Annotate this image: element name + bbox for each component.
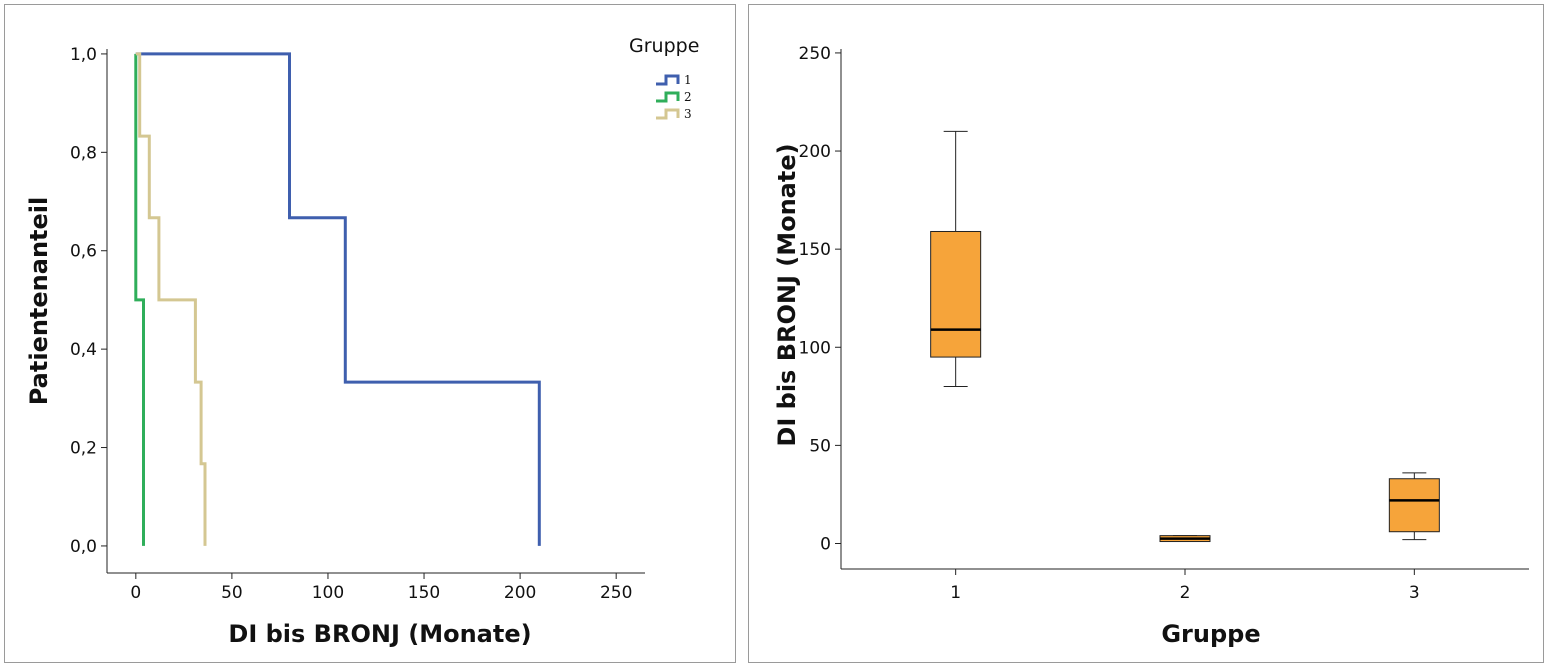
survival-x-tick-label: 250 [600, 583, 632, 603]
boxplot-x-tick-label: 2 [1180, 583, 1191, 603]
survival-y-tick-label: 0,8 [70, 143, 97, 163]
legend-label-2: 2 [684, 90, 692, 104]
boxplot-group-1 [930, 130, 982, 388]
boxplot-panel: 0 50 100 150 200 250 1 2 3 DI bis BRONJ (Monate)… [748, 4, 1544, 663]
survival-y-tick-label: 0,2 [70, 439, 97, 459]
survival-chart-series [134, 52, 541, 546]
boxplot-x-tick-label: 1 [950, 583, 961, 603]
boxplot-box [930, 230, 982, 358]
boxplot-boxes [930, 130, 1440, 543]
survival-x-tick-label: 100 [312, 583, 344, 603]
survival-y-tick-label: 0,4 [70, 340, 97, 360]
legend-swatch-1 [656, 74, 680, 86]
boxplot-box [1388, 478, 1440, 533]
boxplot-axes: 0 50 100 150 200 250 1 2 3 [799, 44, 1529, 603]
survival-chart-legend: 1 2 3 [656, 73, 692, 121]
survival-x-axis-title: DI bis BRONJ (Monate) [228, 620, 531, 648]
boxplot-y-tick-label: 100 [799, 338, 831, 358]
survival-series-1-line [135, 52, 541, 546]
boxplot-x-axis-title: Gruppe [1161, 620, 1260, 648]
boxplot-y-tick-label: 200 [799, 142, 831, 162]
legend-label-3: 3 [684, 107, 692, 121]
survival-chart-axes: 0,0 0,2 0,4 0,6 0,8 1,0 0 50 100 150 200 250 [70, 45, 645, 603]
legend-swatch-3 [656, 108, 680, 120]
boxplot-y-axis-title: DI bis BRONJ (Monate) [773, 143, 801, 446]
survival-y-tick-label: 1,0 [70, 45, 97, 65]
survival-chart-panel: 0,0 0,2 0,4 0,6 0,8 1,0 0 50 100 150 200 250 1 2 3 DI… [4, 4, 736, 663]
survival-series-3-line [135, 52, 207, 546]
boxplot-chart: 0 50 100 150 200 250 1 2 3 DI bis BRONJ (Monate)… [773, 44, 1529, 648]
boxplot-y-tick-label: 150 [799, 240, 831, 260]
boxplot-group-2 [1159, 535, 1211, 543]
survival-x-tick-label: 150 [408, 583, 440, 603]
boxplot-group-3 [1388, 472, 1440, 541]
survival-x-tick-label: 200 [504, 583, 536, 603]
survival-x-tick-label: 50 [221, 583, 243, 603]
legend-label-1: 1 [684, 73, 692, 87]
legend-title: Gruppe [629, 35, 699, 57]
survival-y-tick-label: 0,6 [70, 242, 97, 262]
legend-swatch-2 [656, 91, 680, 103]
boxplot-y-tick-label: 250 [799, 44, 831, 64]
survival-chart: 0,0 0,2 0,4 0,6 0,8 1,0 0 50 100 150 200 250 1 2 3 DI… [25, 35, 699, 648]
boxplot-x-tick-label: 3 [1409, 583, 1420, 603]
survival-y-tick-label: 0,0 [70, 537, 97, 557]
survival-y-axis-title: Patientenanteil [25, 197, 53, 406]
boxplot-y-tick-label: 50 [809, 436, 831, 456]
boxplot-y-tick-label: 0 [820, 534, 831, 554]
survival-series-2-line [134, 53, 145, 546]
survival-x-tick-label: 0 [130, 583, 141, 603]
